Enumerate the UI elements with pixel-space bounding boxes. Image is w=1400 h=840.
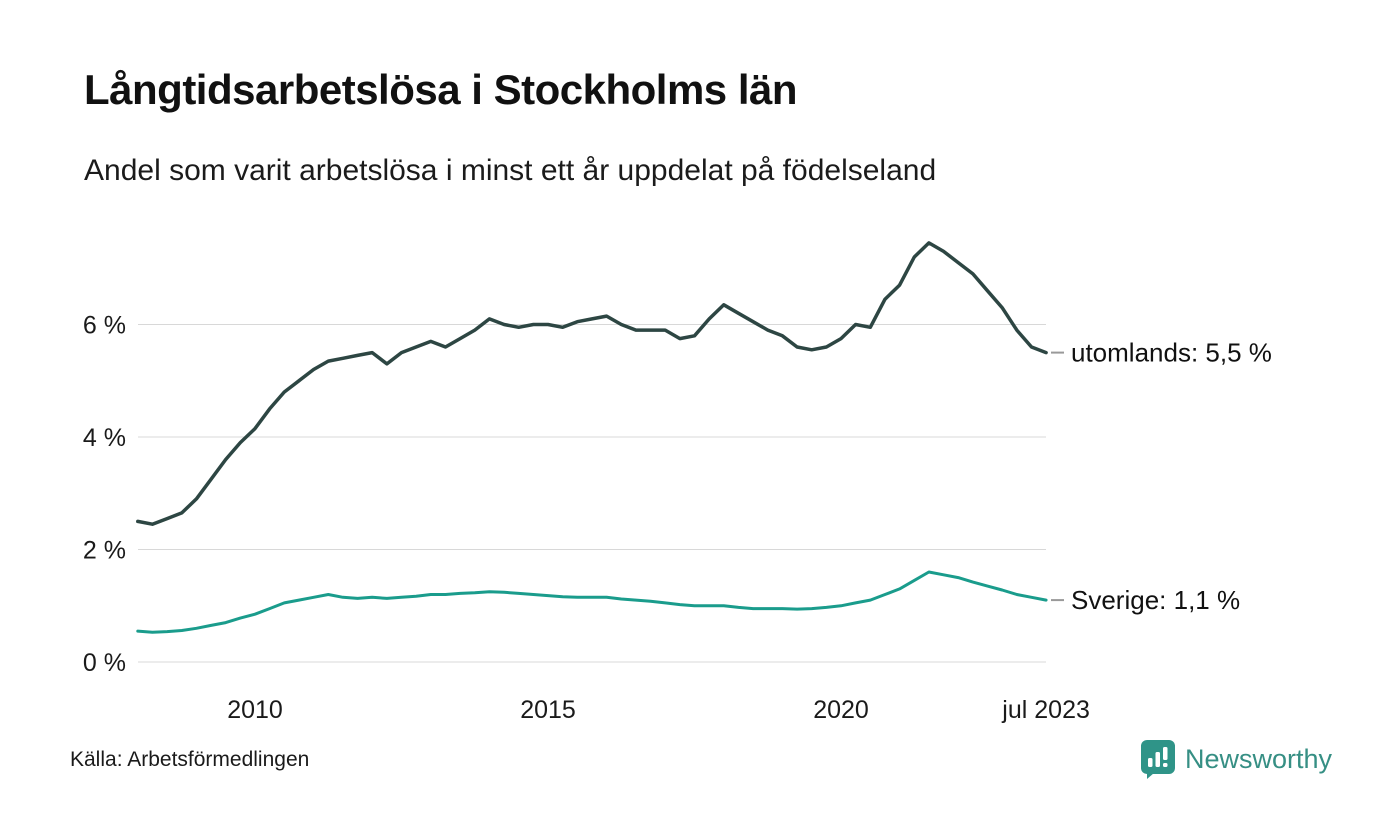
x-axis-tick-label: 2010 xyxy=(227,696,283,724)
newsworthy-logo-icon xyxy=(1140,740,1175,779)
brand-name: Newsworthy xyxy=(1184,744,1332,774)
series-end-label-Sverige: Sverige: 1,1 % xyxy=(1071,585,1240,615)
series-end-label-utomlands: utomlands: 5,5 % xyxy=(1071,338,1272,368)
newsworthy-brand: Newsworthy xyxy=(1140,740,1332,779)
series-line-Sverige xyxy=(136,570,1048,634)
y-axis-tick-label: 4 % xyxy=(83,424,126,452)
page-subtitle: Andel som varit arbetslösa i minst ett å… xyxy=(84,154,937,187)
y-axis-tick-label: 0 % xyxy=(83,649,126,677)
line-chart: 0 % 2 % 4 % 6 % 2010 2015 2020 jul 2023 utomland… xyxy=(83,241,1272,724)
y-axis-tick-label: 2 % xyxy=(83,537,126,565)
x-axis-tick-label: 2020 xyxy=(813,696,869,724)
x-axis-tick-label: 2015 xyxy=(520,696,576,724)
series-line-utomlands xyxy=(136,241,1048,526)
source-note: Källa: Arbetsförmedlingen xyxy=(70,748,310,771)
y-axis-tick-label: 6 % xyxy=(83,312,126,340)
x-axis-tick-label: jul 2023 xyxy=(1001,696,1090,724)
page-title: Långtidsarbetslösa i Stockholms län xyxy=(84,66,798,113)
